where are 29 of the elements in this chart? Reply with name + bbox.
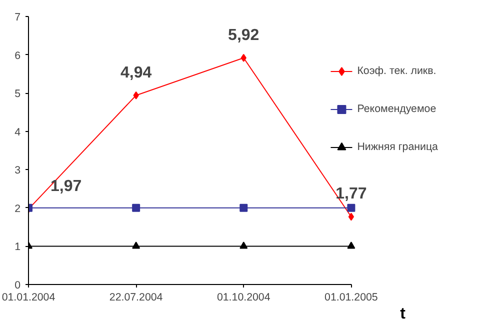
y-tick-label: 3 [14, 164, 21, 177]
y-tick-label: 5 [14, 88, 21, 100]
x-tick-label: 01.01.2005 [324, 292, 378, 304]
x-tick-label: 22.07.2004 [109, 292, 163, 304]
y-tick-label: 6 [14, 50, 21, 62]
legend-label: Нижняя граница [357, 141, 438, 153]
point [347, 204, 356, 212]
point [132, 242, 140, 249]
y-tick-label: 2 [14, 202, 21, 215]
x-tick-label: 01.10.2004 [216, 292, 270, 304]
x-tick-label: 01.01.2004 [2, 292, 56, 304]
point [240, 204, 248, 212]
y-tick-label: 1 [14, 241, 21, 254]
data-label: 1,77 [336, 186, 367, 203]
data-label: 5,92 [228, 26, 260, 44]
point [348, 212, 354, 221]
y-tick-label: 7 [14, 12, 21, 24]
x-axis-title: t [400, 306, 406, 322]
legend-label: Рекомендуемое [357, 103, 436, 115]
y-tick-label: 0 [14, 280, 21, 292]
point [132, 204, 140, 212]
data-label: 1,97 [50, 178, 82, 196]
point [133, 91, 139, 100]
y-tick-label: 4 [14, 126, 21, 138]
point [240, 54, 246, 62]
legend-label: Коэф. тек. ликв. [357, 65, 436, 77]
point [347, 242, 356, 249]
data-label: 4,94 [120, 64, 152, 82]
point [240, 242, 248, 249]
